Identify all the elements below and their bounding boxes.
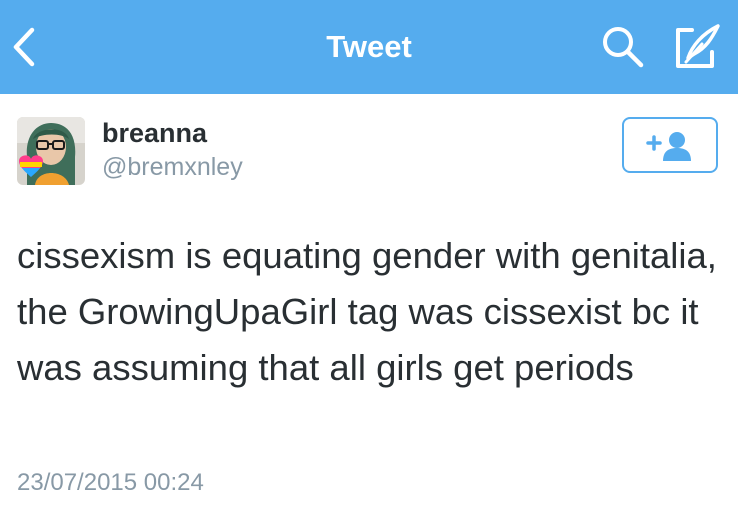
author-display-name[interactable]: breanna bbox=[102, 118, 208, 148]
nav-title: Tweet bbox=[326, 29, 412, 64]
author-handle[interactable]: @bremxnley bbox=[102, 153, 243, 181]
back-button[interactable] bbox=[10, 26, 40, 68]
navigation-bar: Tweet bbox=[0, 0, 738, 94]
avatar[interactable] bbox=[17, 117, 85, 185]
compose-icon bbox=[676, 24, 720, 68]
compose-button[interactable] bbox=[672, 22, 724, 72]
follow-button[interactable] bbox=[622, 117, 718, 173]
tweet-timestamp: 23/07/2015 00:24 bbox=[17, 469, 204, 496]
follow-user-icon bbox=[646, 132, 691, 161]
search-icon bbox=[603, 27, 644, 68]
search-button[interactable] bbox=[600, 24, 646, 70]
tweet-text: cissexism is equating gender with genita… bbox=[17, 235, 717, 388]
user-avatar bbox=[17, 117, 85, 185]
chevron-left-icon bbox=[13, 27, 35, 67]
